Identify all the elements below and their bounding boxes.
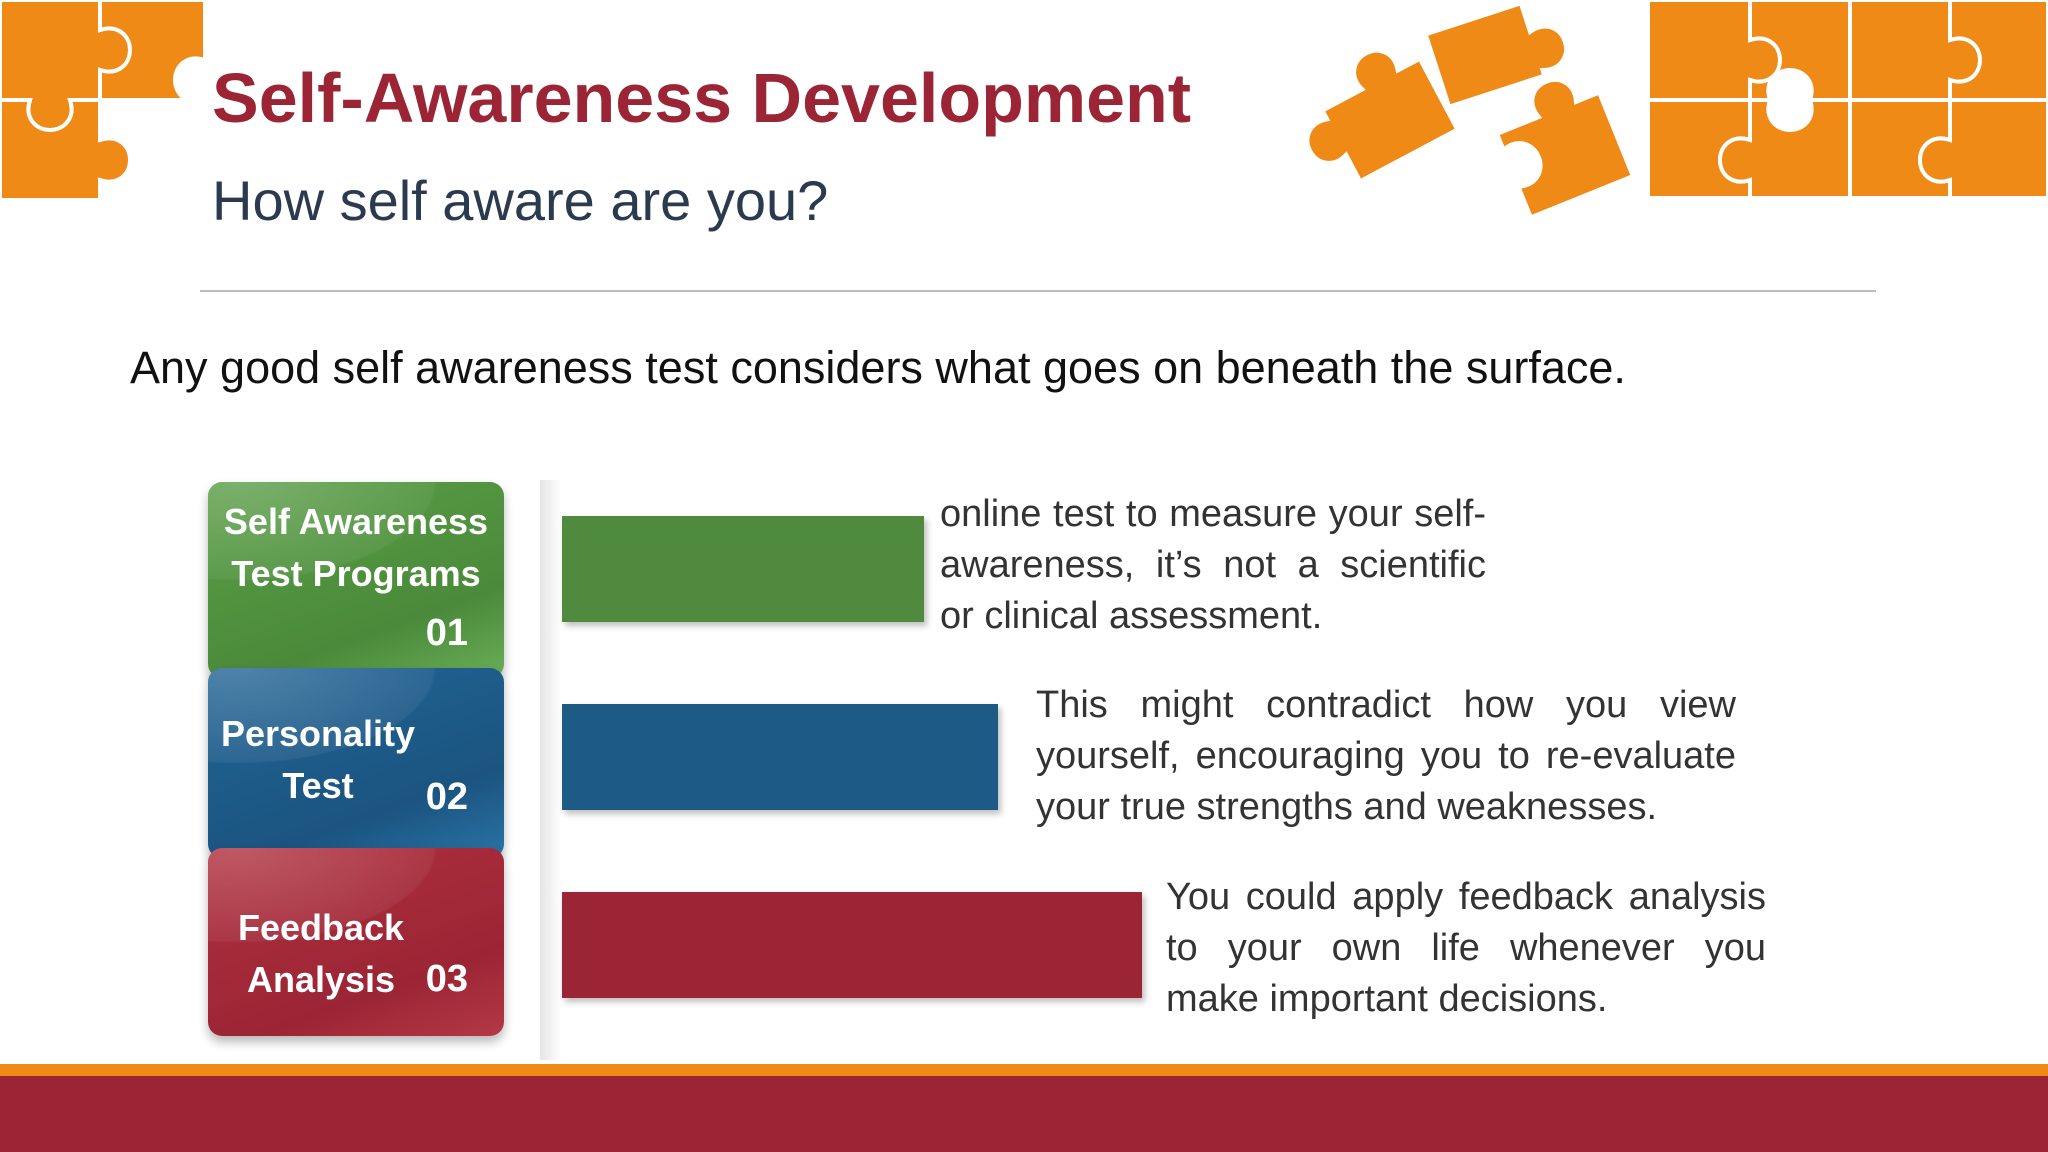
puzzle-top-left-icon bbox=[0, 0, 207, 202]
card-label-line2: Analysis bbox=[246, 959, 396, 1000]
card-label-line1: Self Awareness bbox=[223, 501, 489, 542]
page-subtitle: How self aware are you? bbox=[212, 169, 829, 232]
card-number: 03 bbox=[425, 958, 468, 1000]
puzzle-top-right-icon bbox=[1305, 0, 2048, 220]
description-3: You could apply feedback analysis to you… bbox=[1166, 876, 1766, 1020]
card-personality-test: Personality Test 02 bbox=[208, 668, 504, 858]
footer-accent-line bbox=[0, 1064, 2048, 1076]
card-number: 02 bbox=[425, 776, 468, 818]
card-label-line1: Personality bbox=[220, 713, 416, 754]
description-1: online test to measure your self-awarene… bbox=[940, 493, 1486, 637]
lead-text: Any good self awareness test considers w… bbox=[130, 342, 1626, 393]
header-divider bbox=[200, 290, 1876, 292]
description-2: This might contradict how you view yours… bbox=[1036, 684, 1736, 828]
card-number: 01 bbox=[425, 612, 468, 654]
bar-red bbox=[562, 892, 1142, 998]
bar-blue bbox=[562, 704, 998, 810]
page-title: Self-Awareness Development bbox=[212, 59, 1192, 137]
card-label-line1: Feedback bbox=[237, 907, 405, 948]
card-self-awareness-test-programs: Self Awareness Test Programs 01 bbox=[208, 482, 504, 678]
cards-shadow-edge bbox=[540, 480, 562, 1060]
card-feedback-analysis: Feedback Analysis 03 bbox=[208, 848, 504, 1036]
card-label-line2: Test Programs bbox=[231, 553, 481, 594]
card-label-line2: Test bbox=[282, 765, 354, 806]
footer-band bbox=[0, 1076, 2048, 1152]
bar-green bbox=[562, 516, 924, 622]
